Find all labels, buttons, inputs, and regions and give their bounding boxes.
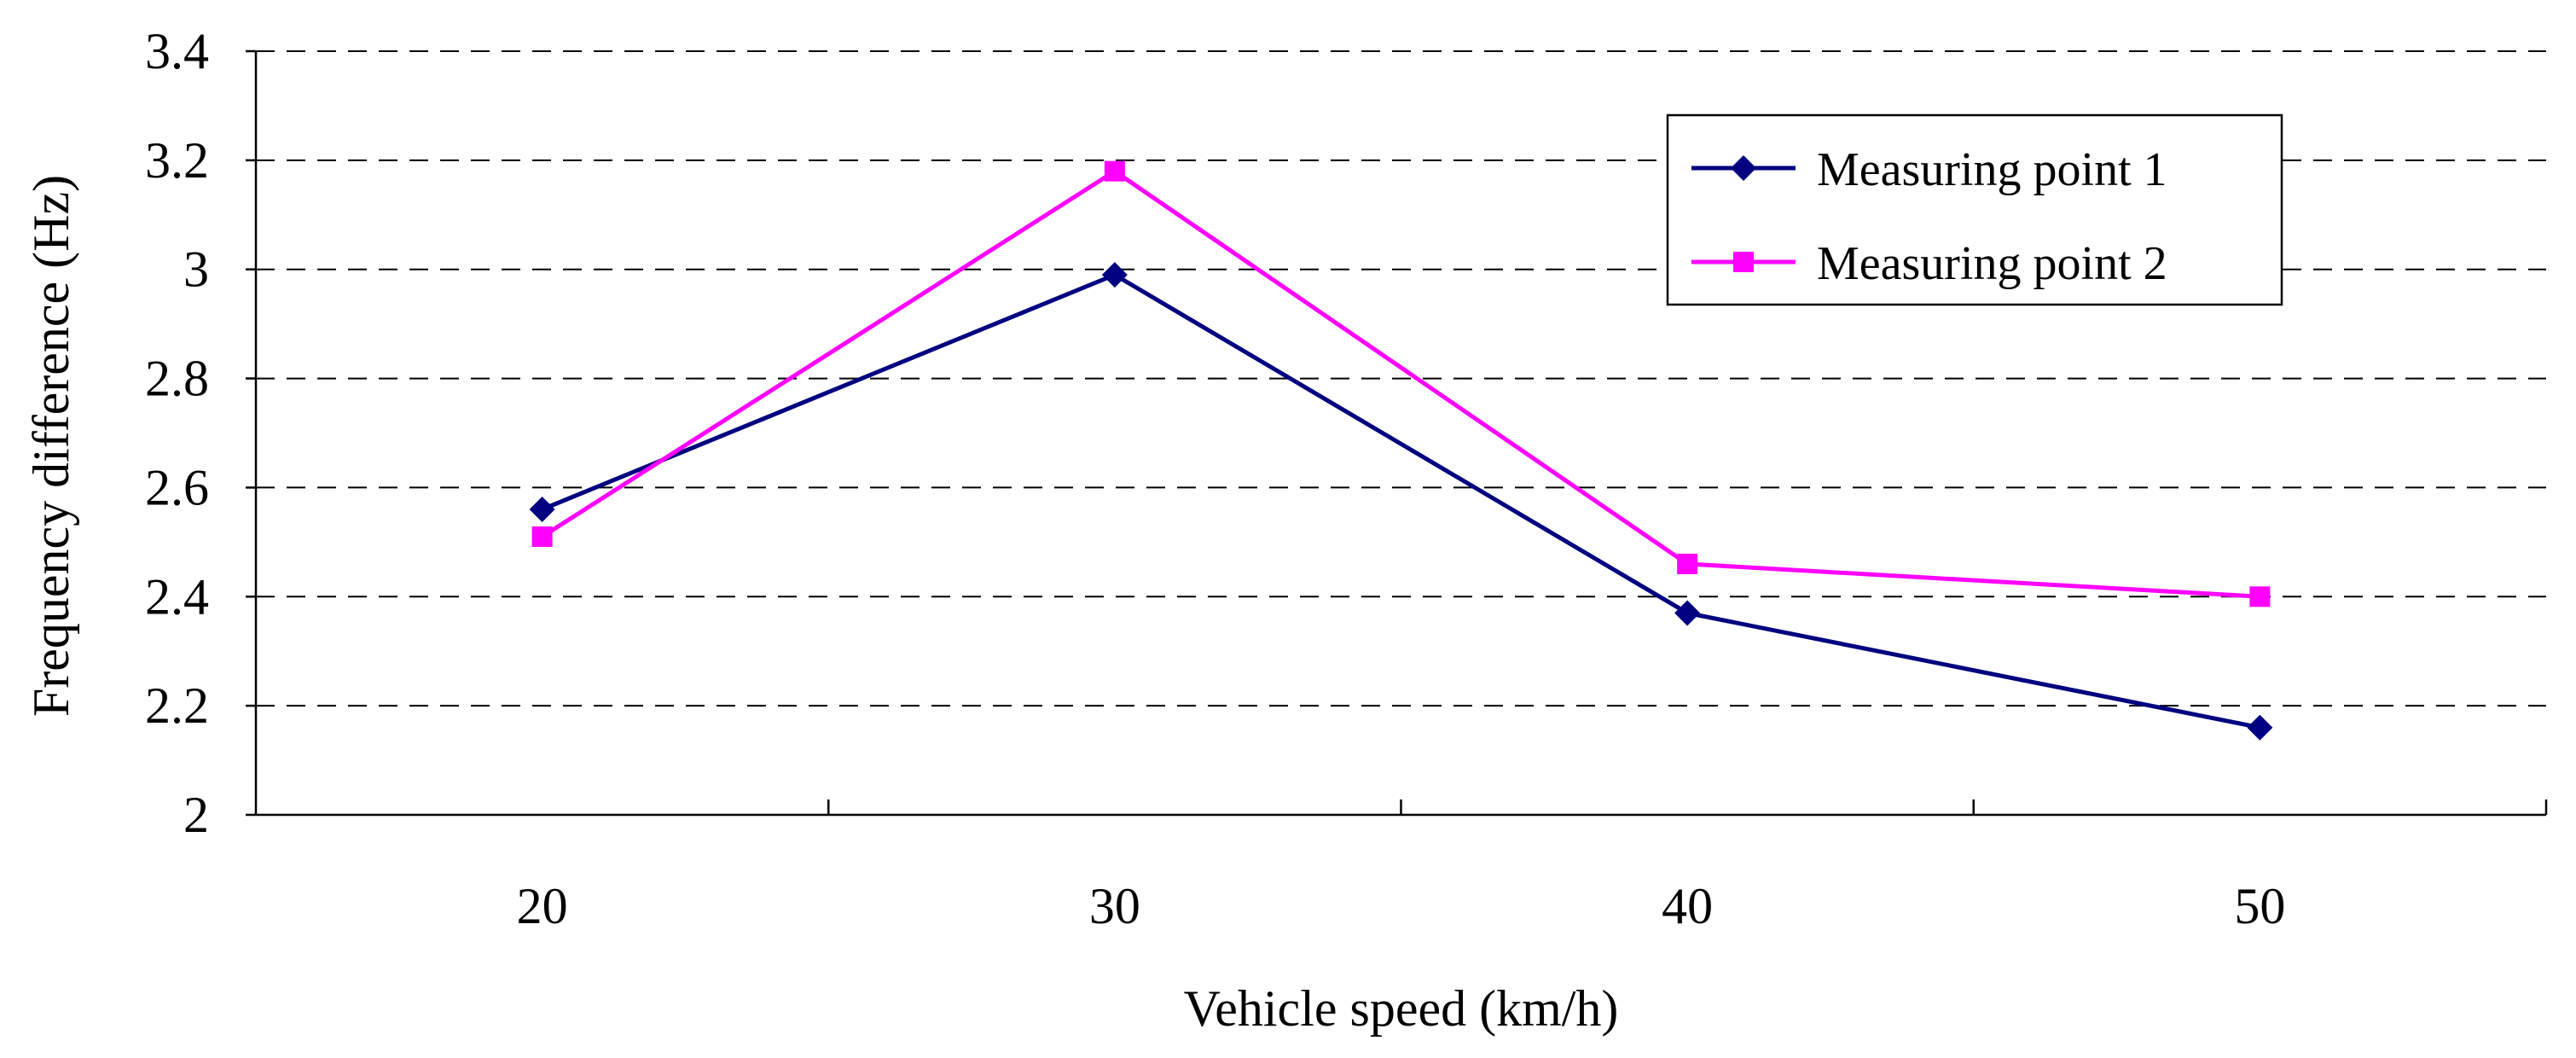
y-tick-label: 2.6	[145, 459, 209, 515]
y-axis-title: Frequency difference (Hz)	[23, 175, 79, 717]
x-tick-label: 30	[1089, 878, 1140, 934]
series-line	[541, 272, 2260, 730]
data-point	[529, 497, 555, 522]
y-tick-label: 3.2	[145, 132, 209, 189]
y-tick-label: 3	[183, 241, 209, 298]
series-1	[529, 262, 2273, 741]
y-tick-label: 3.4	[145, 23, 209, 79]
legend-item: Measuring point 1	[1691, 143, 2167, 196]
series-line	[541, 168, 2260, 599]
legend-marker	[1731, 155, 1756, 181]
axes	[246, 49, 2548, 817]
series-2	[531, 160, 2271, 607]
data-point	[531, 526, 553, 547]
gridlines	[256, 50, 2546, 707]
y-tick-label: 2.2	[145, 677, 209, 734]
x-tick-label: 20	[517, 878, 568, 934]
legend-marker	[1733, 252, 1754, 272]
data-point	[2249, 586, 2271, 607]
data-point	[2247, 714, 2273, 741]
legend: Measuring point 1 Measuring point 2	[1666, 113, 2283, 306]
x-tick-label: 40	[1662, 878, 1713, 934]
data-point	[1101, 262, 1128, 288]
legend-label: Measuring point 1	[1817, 143, 2167, 196]
tick-labels: 2 2.2 2.4 2.6 2.8 3 3.2 3.4 20 30 40 50	[145, 23, 2285, 934]
legend-box	[1666, 113, 2283, 306]
data-point	[1677, 553, 1698, 574]
x-tick-label: 50	[2234, 878, 2285, 934]
legend-label: Measuring point 2	[1817, 237, 2167, 290]
data-point	[1104, 160, 1125, 182]
y-tick-label: 2.8	[145, 351, 209, 407]
y-tick-label: 2	[183, 787, 209, 843]
data-point	[1674, 600, 1701, 626]
x-axis-title: Vehicle speed (km/h)	[1184, 980, 1619, 1037]
y-tick-label: 2.4	[145, 568, 209, 625]
series-lines	[529, 160, 2273, 741]
legend-item: Measuring point 2	[1691, 237, 2167, 290]
